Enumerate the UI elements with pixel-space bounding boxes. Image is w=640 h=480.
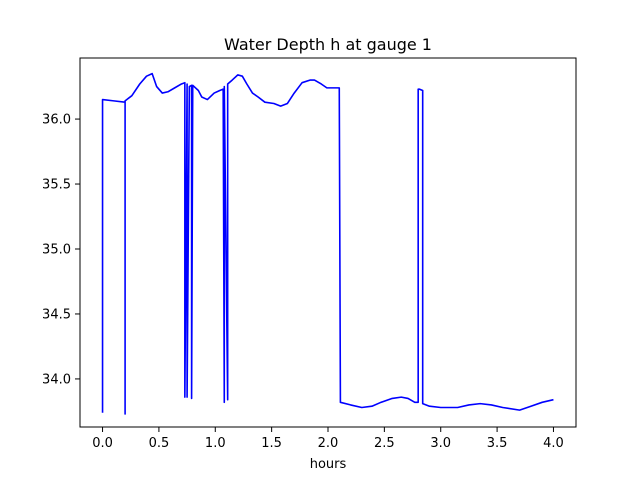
plot-frame xyxy=(79,57,577,428)
y-axis: 34.0 34.5 35.0 35.5 36.0 xyxy=(42,113,80,387)
x-tick-label: 0.5 xyxy=(149,436,170,451)
x-tick-label: 3.0 xyxy=(430,436,451,451)
chart-title: Water Depth h at gauge 1 xyxy=(224,35,432,54)
y-tick-label: 35.5 xyxy=(42,178,71,193)
x-tick-label: 4.0 xyxy=(543,436,564,451)
x-tick-label: 3.5 xyxy=(487,436,508,451)
x-tick-label: 1.0 xyxy=(205,436,226,451)
x-tick-label: 2.5 xyxy=(374,436,395,451)
x-axis-label: hours xyxy=(310,457,347,472)
series-line-0 xyxy=(101,72,554,415)
x-tick-label: 1.5 xyxy=(261,436,282,451)
y-tick-label: 35.0 xyxy=(42,242,71,257)
x-tick-label: 0.0 xyxy=(92,436,113,451)
x-tick-label: 2.0 xyxy=(318,436,339,451)
x-axis: 0.0 0.5 1.0 1.5 2.0 2.5 3.0 3.5 4.0 xyxy=(92,427,564,451)
y-tick-label: 36.0 xyxy=(42,113,71,128)
y-tick-label: 34.0 xyxy=(42,372,71,387)
plot-area xyxy=(79,57,577,428)
y-tick-label: 34.5 xyxy=(42,307,71,322)
